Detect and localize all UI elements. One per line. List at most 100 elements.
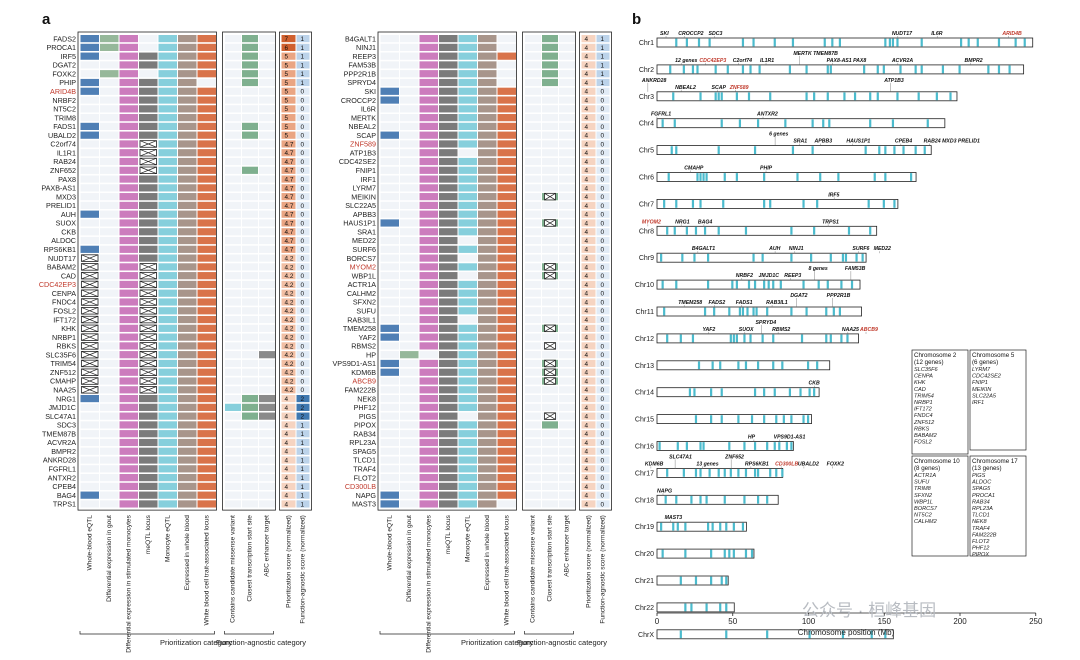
gene-band: [675, 200, 678, 208]
gene-annotation: BMPR2: [965, 58, 983, 64]
category-cell: [178, 236, 197, 245]
cluster-gene: CAD: [914, 387, 926, 393]
gene-annotation: ZNF589: [729, 85, 749, 91]
agnostic-cell: [225, 131, 241, 139]
agnostic-cell: [242, 236, 258, 245]
agnostic-frame: [222, 31, 276, 511]
category-cell: [178, 175, 197, 183]
gene-band: [720, 415, 723, 423]
agnostic-cell: [542, 96, 558, 104]
missing-cross: [81, 254, 99, 262]
category-cell: [139, 201, 158, 210]
score-value: 5: [285, 133, 289, 140]
category-cell: [458, 149, 477, 157]
category-cell: [497, 78, 516, 87]
agnostic-score-cell: [296, 307, 310, 315]
gene-band: [785, 442, 788, 450]
gene-band: [832, 307, 835, 316]
category-cell: [119, 280, 138, 289]
agnostic-score-cell: [296, 166, 310, 174]
gene-band: [753, 469, 757, 477]
gene-band: [855, 253, 858, 262]
category-cell: [178, 193, 197, 201]
category-cell: [178, 228, 197, 236]
score-cell: [581, 474, 596, 482]
category-cell: [478, 447, 497, 455]
gene-label: UBALD2: [48, 131, 76, 140]
gene-label: HP: [366, 350, 376, 359]
gene-band: [722, 200, 725, 208]
score-value: 4: [585, 361, 589, 368]
gene-band: [714, 92, 717, 101]
agnostic-cell: [542, 61, 558, 69]
agnostic-cell: [542, 52, 558, 60]
agnostic-cell: [259, 289, 275, 297]
score-value: 4.7: [285, 247, 294, 254]
agnostic-score-value: 0: [301, 194, 305, 201]
category-cell: [139, 219, 158, 227]
gene-band: [766, 630, 769, 639]
category-cell: [419, 351, 438, 359]
category-cell: [458, 412, 477, 420]
category-cell: [100, 368, 119, 376]
agnostic-cell: [525, 315, 541, 324]
agnostic-score-value: 0: [601, 308, 605, 315]
agnostic-cell: [259, 368, 275, 376]
gene-annotation: IL6R: [931, 31, 942, 37]
score-cell: [281, 35, 296, 43]
category-cell: [178, 421, 197, 429]
category-cell: [380, 96, 399, 104]
category-cell: [497, 333, 516, 341]
category-cell: [139, 61, 158, 69]
agnostic-score-value: 1: [601, 45, 605, 52]
score-cell: [581, 482, 596, 490]
agnostic-score-value: 0: [301, 247, 305, 254]
category-cell: [380, 491, 399, 499]
category-cell: [478, 61, 497, 69]
agnostic-score-value: 0: [301, 343, 305, 350]
agnostic-cell: [259, 87, 275, 95]
gene-band: [682, 65, 685, 74]
category-cell: [380, 35, 399, 43]
category-cell: [419, 412, 438, 420]
category-cell: [178, 333, 197, 341]
cluster-gene: TLCD1: [972, 513, 990, 519]
chromosome-bar: [656, 521, 747, 532]
category-cell: [419, 140, 438, 148]
gene-band: [766, 307, 769, 316]
gene-band: [710, 388, 713, 397]
bracket: [79, 631, 215, 635]
chromosome-bar: [656, 548, 755, 559]
category-cell: [197, 394, 216, 403]
category-cell: [458, 219, 477, 227]
gene-band: [710, 549, 713, 558]
gene-band: [663, 307, 666, 316]
score-value: 4.2: [285, 264, 294, 271]
agnostic-cell: [525, 87, 541, 95]
category-cell: [139, 35, 158, 43]
category-cell: [80, 114, 99, 122]
agnostic-score-cell: [596, 456, 610, 464]
missing-cross: [139, 272, 157, 280]
agnostic-score-value: 0: [601, 185, 605, 192]
agnostic-score-cell: [596, 236, 610, 245]
category-cell: [178, 456, 197, 464]
category-cell: [478, 78, 497, 87]
score-value: 4: [585, 264, 589, 271]
category-label: Function-agnostic score (normalized): [600, 515, 607, 623]
category-cell: [178, 298, 197, 306]
agnostic-cell: [242, 482, 258, 490]
gene-annotation: RAB3IL1: [766, 300, 788, 306]
gene-band: [837, 173, 840, 181]
score-value: 4: [585, 431, 589, 438]
cluster-gene: RBKS: [914, 426, 930, 432]
category-cell: [197, 157, 216, 166]
category-cell: [100, 447, 119, 455]
category-cell: [478, 394, 497, 403]
gene-band: [784, 119, 787, 128]
category-cell: [400, 342, 419, 350]
score-value: 5: [285, 71, 289, 78]
gene-label: FLOT2: [354, 473, 376, 482]
gene-band: [661, 119, 664, 128]
gene-annotation: SCAP: [712, 85, 727, 91]
